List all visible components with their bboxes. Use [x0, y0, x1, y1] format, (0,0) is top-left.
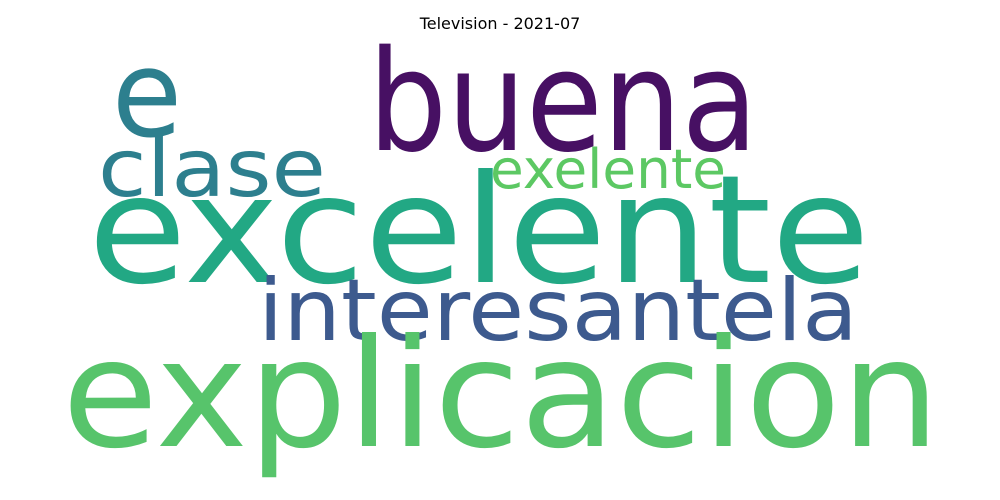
word-explicacion: explicacion: [62, 308, 940, 482]
word-exelente: exelente: [490, 138, 726, 201]
word-e: e: [112, 26, 182, 165]
word-interesantela: interesantela: [258, 261, 858, 361]
chart-title: Television - 2021-07: [419, 14, 581, 33]
word-excelente: excelente: [88, 144, 870, 318]
word-layer: e buena clase exelenteexcelenteinteresantel…: [62, 21, 940, 482]
word-clase: clase: [98, 122, 326, 215]
word-buena: buena: [368, 21, 758, 184]
